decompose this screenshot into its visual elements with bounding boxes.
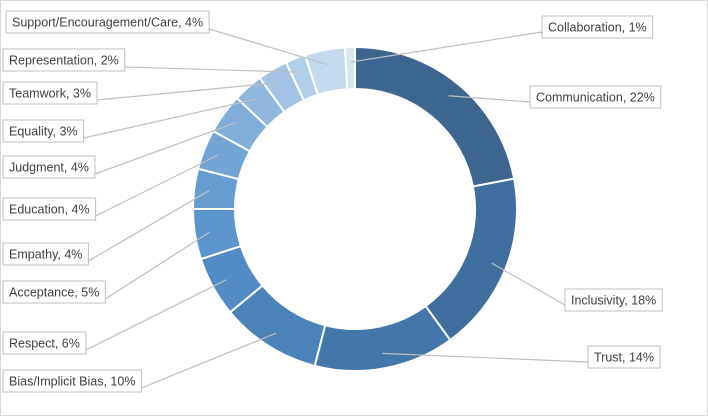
- data-label-box: [2, 197, 97, 221]
- data-label-box: [564, 288, 663, 312]
- leader-line: [96, 81, 281, 101]
- data-label-acceptance: Acceptance, 5%: [9, 286, 99, 300]
- data-label-box: [2, 242, 89, 266]
- data-label-box: [2, 331, 87, 355]
- leader-line: [382, 352, 589, 363]
- data-label-support-encouragement-care: Support/Encouragement/Care, 4%: [12, 16, 203, 30]
- leader-line: [124, 66, 301, 73]
- data-label-box: [541, 15, 654, 39]
- leader-lines-group: [83, 28, 589, 389]
- data-label-box: [587, 345, 661, 369]
- data-labels-group: Communication, 22% Inclusivity, 18% Trust,…: [2, 10, 663, 393]
- data-label-box: [5, 10, 210, 34]
- slice-trust: [313, 304, 452, 372]
- leader-line: [105, 231, 211, 300]
- slice-collaboration: [343, 45, 356, 91]
- leader-line: [83, 98, 258, 139]
- data-label-communication: Communication, 22%: [536, 91, 655, 105]
- leader-line: [491, 262, 566, 306]
- leader-line: [88, 190, 210, 262]
- data-label-empathy: Empathy, 4%: [9, 248, 82, 262]
- leader-line: [350, 31, 543, 63]
- data-label-box: [2, 48, 126, 72]
- data-label-equality: Equality, 3%: [9, 125, 78, 139]
- leader-line: [448, 95, 531, 103]
- data-label-box: [2, 119, 85, 143]
- leader-line: [95, 154, 219, 217]
- data-label-box: [2, 369, 142, 393]
- leader-line: [94, 122, 237, 175]
- slices-group: [191, 45, 518, 372]
- slice-communication: [354, 45, 516, 188]
- slice-inclusivity: [424, 177, 518, 342]
- data-label-respect: Respect, 6%: [9, 337, 80, 351]
- data-label-education: Education, 4%: [9, 203, 90, 217]
- data-label-box: [529, 85, 662, 109]
- leader-line: [85, 279, 227, 351]
- data-label-collaboration: Collaboration, 1%: [548, 21, 647, 35]
- data-label-bias-implicit-bias: Bias/Implicit Bias, 10%: [9, 375, 135, 389]
- data-label-judgment: Judgment, 4%: [9, 161, 89, 175]
- data-label-box: [2, 280, 106, 304]
- leader-line: [141, 332, 277, 389]
- data-label-box: [2, 155, 96, 179]
- data-label-representation: Representation, 2%: [9, 54, 119, 68]
- data-label-box: [2, 81, 98, 105]
- leader-line: [208, 28, 328, 66]
- data-label-inclusivity: Inclusivity, 18%: [571, 294, 656, 308]
- data-label-trust: Trust, 14%: [594, 351, 654, 365]
- data-label-teamwork: Teamwork, 3%: [9, 87, 91, 101]
